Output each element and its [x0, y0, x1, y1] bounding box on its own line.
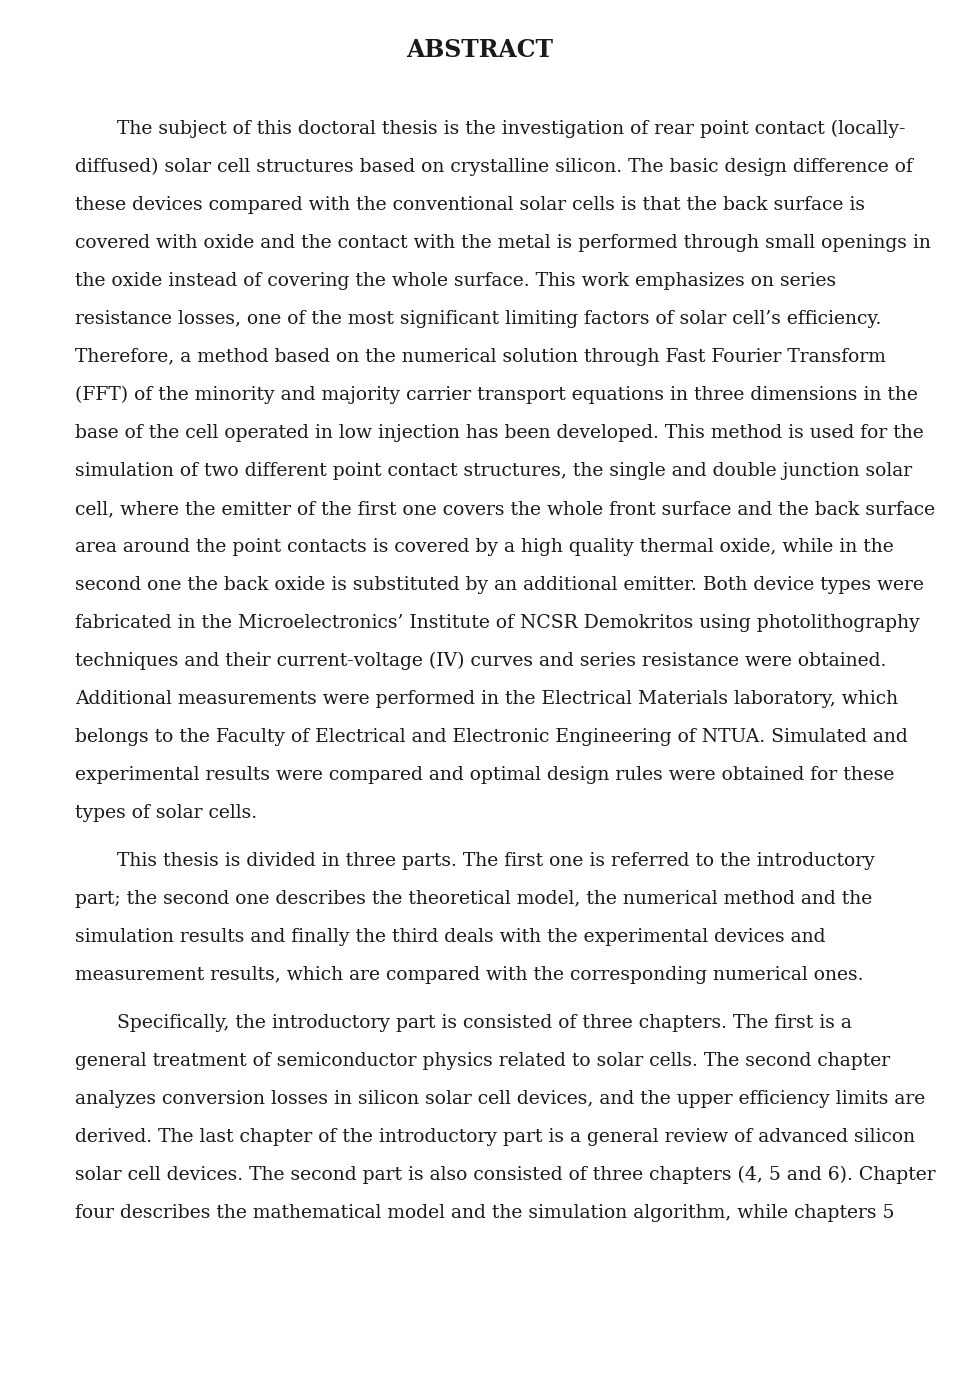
Text: types of solar cells.: types of solar cells. [75, 804, 257, 822]
Text: simulation of two different point contact structures, the single and double junc: simulation of two different point contac… [75, 462, 912, 480]
Text: Therefore, a method based on the numerical solution through Fast Fourier Transfo: Therefore, a method based on the numeric… [75, 349, 886, 366]
Text: area around the point contacts is covered by a high quality thermal oxide, while: area around the point contacts is covere… [75, 538, 894, 556]
Text: second one the back oxide is substituted by an additional emitter. Both device t: second one the back oxide is substituted… [75, 575, 924, 595]
Text: analyzes conversion losses in silicon solar cell devices, and the upper efficien: analyzes conversion losses in silicon so… [75, 1090, 925, 1108]
Text: the oxide instead of covering the whole surface. This work emphasizes on series: the oxide instead of covering the whole … [75, 272, 836, 290]
Text: simulation results and finally the third deals with the experimental devices and: simulation results and finally the third… [75, 928, 826, 946]
Text: The subject of this doctoral thesis is the investigation of rear point contact (: The subject of this doctoral thesis is t… [117, 120, 905, 138]
Text: fabricated in the Microelectronics’ Institute of NCSR Demokritos using photolith: fabricated in the Microelectronics’ Inst… [75, 614, 920, 632]
Text: Additional measurements were performed in the Electrical Materials laboratory, w: Additional measurements were performed i… [75, 690, 899, 708]
Text: derived. The last chapter of the introductory part is a general review of advanc: derived. The last chapter of the introdu… [75, 1129, 915, 1147]
Text: diffused) solar cell structures based on crystalline silicon. The basic design d: diffused) solar cell structures based on… [75, 158, 913, 176]
Text: Specifically, the introductory part is consisted of three chapters. The first is: Specifically, the introductory part is c… [117, 1014, 852, 1032]
Text: (FFT) of the minority and majority carrier transport equations in three dimensio: (FFT) of the minority and majority carri… [75, 386, 918, 404]
Text: general treatment of semiconductor physics related to solar cells. The second ch: general treatment of semiconductor physi… [75, 1052, 890, 1070]
Text: these devices compared with the conventional solar cells is that the back surfac: these devices compared with the conventi… [75, 196, 865, 214]
Text: solar cell devices. The second part is also consisted of three chapters (4, 5 an: solar cell devices. The second part is a… [75, 1166, 936, 1184]
Text: ABSTRACT: ABSTRACT [406, 37, 554, 62]
Text: This thesis is divided in three parts. The first one is referred to the introduc: This thesis is divided in three parts. T… [117, 852, 875, 870]
Text: techniques and their current-voltage (IV) curves and series resistance were obta: techniques and their current-voltage (IV… [75, 651, 886, 671]
Text: experimental results were compared and optimal design rules were obtained for th: experimental results were compared and o… [75, 766, 895, 784]
Text: base of the cell operated in low injection has been developed. This method is us: base of the cell operated in low injecti… [75, 425, 924, 443]
Text: measurement results, which are compared with the corresponding numerical ones.: measurement results, which are compared … [75, 965, 863, 983]
Text: belongs to the Faculty of Electrical and Electronic Engineering of NTUA. Simulat: belongs to the Faculty of Electrical and… [75, 727, 908, 745]
Text: covered with oxide and the contact with the metal is performed through small ope: covered with oxide and the contact with … [75, 234, 931, 252]
Text: part; the second one describes the theoretical model, the numerical method and t: part; the second one describes the theor… [75, 891, 873, 909]
Text: resistance losses, one of the most significant limiting factors of solar cell’s : resistance losses, one of the most signi… [75, 310, 881, 328]
Text: cell, where the emitter of the first one covers the whole front surface and the : cell, where the emitter of the first one… [75, 501, 935, 519]
Text: four describes the mathematical model and the simulation algorithm, while chapte: four describes the mathematical model an… [75, 1205, 895, 1223]
